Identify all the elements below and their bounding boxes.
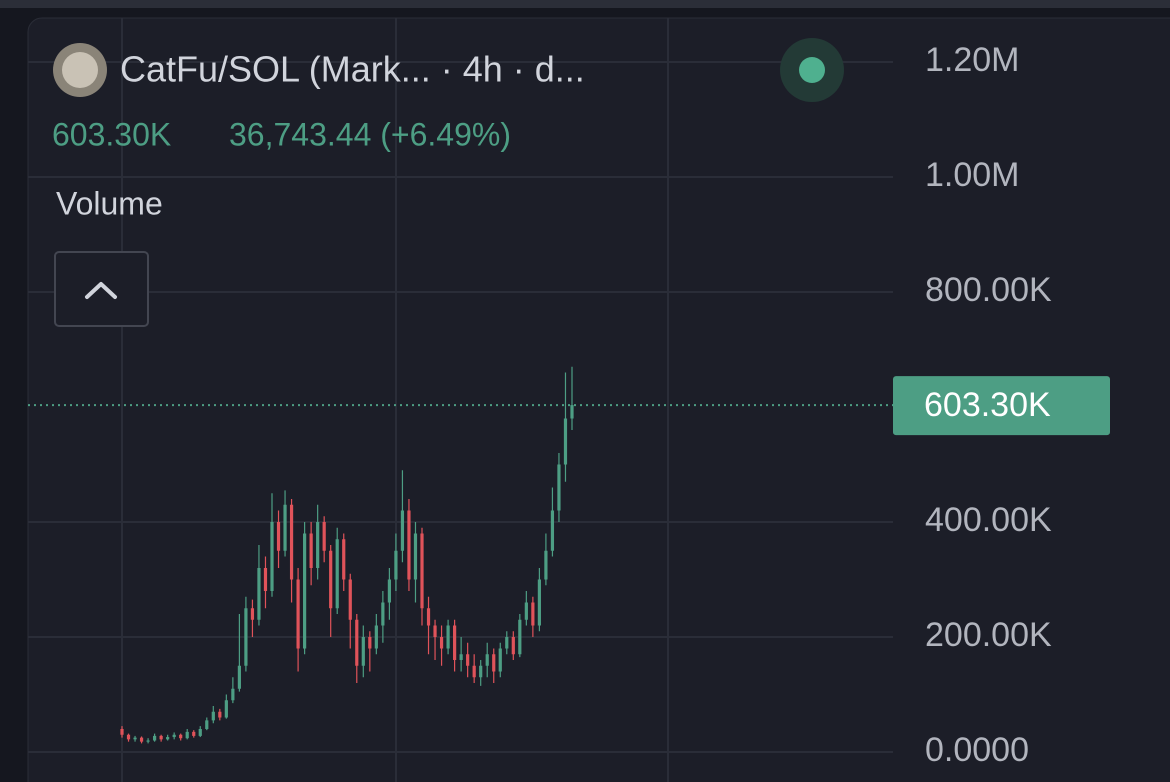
change: 36,743.44 (+6.49%) bbox=[229, 116, 511, 152]
chart-title: CatFu/SOL (Mark... · 4h · d... bbox=[120, 49, 585, 90]
candle-body bbox=[355, 619, 359, 666]
candle-body bbox=[505, 637, 509, 649]
candle-body bbox=[407, 510, 411, 580]
y-tick-label: 200.00K bbox=[925, 616, 1052, 654]
candle-body bbox=[479, 665, 483, 678]
candle-body bbox=[563, 418, 568, 465]
candle-body bbox=[283, 504, 287, 551]
candle-body bbox=[329, 550, 333, 609]
candle-body bbox=[544, 550, 548, 580]
candle-body bbox=[139, 737, 144, 742]
candle-body bbox=[231, 688, 235, 701]
collapse-button[interactable] bbox=[54, 251, 149, 327]
candle-body bbox=[289, 504, 294, 580]
candle-body bbox=[172, 734, 176, 738]
candle-body bbox=[537, 579, 541, 626]
candle-body bbox=[133, 737, 137, 740]
candle-body bbox=[550, 510, 555, 551]
candle-body bbox=[309, 533, 313, 568]
token-icon-inner bbox=[62, 52, 98, 88]
candle-body bbox=[296, 579, 300, 649]
candle-body bbox=[420, 533, 424, 609]
y-tick-label: 800.00K bbox=[925, 271, 1052, 309]
candle-body bbox=[153, 735, 157, 741]
last-value: 603.30K bbox=[52, 116, 171, 152]
chevron-icon bbox=[85, 282, 117, 299]
candle-body bbox=[433, 625, 437, 637]
candle-body bbox=[466, 654, 470, 666]
candle-body bbox=[224, 700, 228, 718]
candle-body bbox=[179, 734, 183, 739]
candle-body bbox=[492, 654, 496, 672]
panel bbox=[27, 17, 1170, 782]
price-label: 603.30K bbox=[924, 386, 1051, 424]
candle-body bbox=[192, 731, 196, 736]
status-dot bbox=[799, 57, 825, 83]
candle-body bbox=[335, 539, 339, 609]
top-bar bbox=[0, 0, 1170, 8]
candle-body bbox=[205, 720, 209, 729]
candle-body bbox=[459, 654, 463, 660]
candle-body bbox=[316, 522, 320, 568]
candle-body bbox=[198, 729, 202, 736]
candle-body bbox=[570, 405, 574, 419]
y-tick-label: 1.00M bbox=[925, 156, 1020, 194]
indicator-name: Volume bbox=[56, 185, 163, 221]
candle-body bbox=[472, 665, 476, 678]
candle-body bbox=[361, 637, 365, 666]
candle-body bbox=[368, 637, 372, 649]
candle-body bbox=[518, 619, 522, 655]
price-label-bg bbox=[893, 376, 1110, 436]
candle-body bbox=[303, 533, 307, 649]
grid bbox=[28, 18, 893, 782]
candle-body bbox=[244, 608, 248, 666]
candle-body bbox=[237, 665, 241, 689]
candle-body bbox=[218, 711, 222, 718]
candle-body bbox=[446, 625, 450, 649]
candle-body bbox=[439, 637, 444, 649]
candle-body bbox=[185, 731, 189, 739]
y-tick-label: 0.0000 bbox=[925, 731, 1029, 769]
candle-body bbox=[400, 510, 405, 551]
candle-body bbox=[511, 637, 515, 655]
candle-body bbox=[531, 602, 535, 626]
candle-body bbox=[413, 533, 418, 580]
candle-body bbox=[146, 740, 150, 742]
candle-body bbox=[263, 568, 268, 591]
y-tick-label: 1.20M bbox=[925, 41, 1020, 79]
candle-body bbox=[453, 625, 457, 660]
candle-body bbox=[485, 654, 489, 666]
candle-body bbox=[374, 625, 378, 649]
candle-body bbox=[276, 522, 281, 551]
candle-body bbox=[394, 550, 398, 580]
candle-body bbox=[498, 648, 502, 672]
candle-body bbox=[342, 539, 346, 580]
candle-body bbox=[126, 734, 131, 740]
candle-body bbox=[348, 579, 352, 620]
candle-body bbox=[557, 464, 561, 511]
candle-body bbox=[120, 729, 124, 735]
candle-body bbox=[250, 608, 255, 620]
candle-body bbox=[524, 602, 528, 620]
candle-body bbox=[387, 579, 391, 603]
candle-body bbox=[257, 568, 261, 620]
candle-body bbox=[270, 522, 274, 591]
candle-body bbox=[211, 711, 215, 721]
candle-body bbox=[381, 602, 385, 626]
candle-body bbox=[426, 608, 431, 626]
y-tick-label: 400.00K bbox=[925, 501, 1052, 539]
candle-body bbox=[322, 522, 326, 551]
candles bbox=[120, 366, 574, 744]
candle-body bbox=[159, 735, 163, 740]
candle-body bbox=[166, 737, 170, 740]
